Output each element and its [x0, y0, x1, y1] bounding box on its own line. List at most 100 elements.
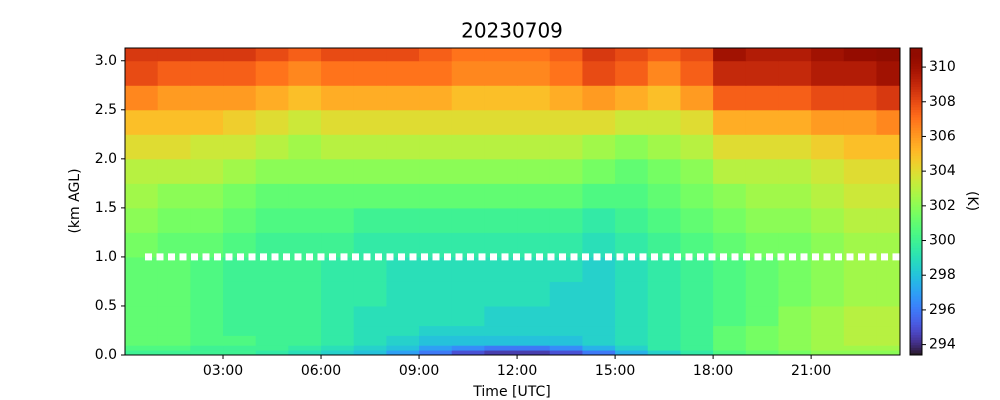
heatmap-cell	[157, 350, 191, 356]
heatmap-cell	[615, 134, 649, 160]
heatmap-cell	[419, 109, 453, 135]
colorbar-cell	[910, 147, 922, 151]
heatmap-cell	[843, 281, 877, 307]
colorbar-cell	[910, 306, 922, 310]
colorbar-cell	[910, 155, 922, 159]
colorbar-cell	[910, 347, 922, 351]
heatmap-cell	[386, 207, 420, 233]
heatmap-cell	[745, 345, 779, 351]
heatmap-cell	[517, 109, 551, 135]
heatmap-cell	[745, 281, 779, 307]
heatmap-cell	[484, 134, 518, 160]
heatmap-cell	[125, 325, 159, 336]
colorbar-cell	[910, 314, 922, 318]
heatmap-cell	[288, 256, 322, 282]
heatmap-cell	[157, 183, 191, 209]
heatmap-cell	[125, 281, 159, 307]
heatmap-cell	[125, 48, 159, 62]
heatmap-cell	[745, 183, 779, 209]
y-tick-label: 0.0	[95, 347, 117, 363]
heatmap-cell	[125, 350, 159, 356]
heatmap-cell	[419, 232, 453, 258]
colorbar-cell	[910, 81, 922, 85]
heatmap-cell	[321, 183, 355, 209]
heatmap-cell	[615, 345, 649, 351]
heatmap-cell	[419, 281, 453, 307]
heatmap-cell	[255, 207, 289, 233]
heatmap-cell	[419, 60, 453, 86]
heatmap-cell	[484, 335, 518, 346]
heatmap-cell	[615, 232, 649, 258]
heatmap-cell	[157, 134, 191, 160]
heatmap-cell	[288, 48, 322, 62]
x-tick-label: 03:00	[203, 363, 243, 379]
heatmap-cell	[745, 335, 779, 346]
colorbar-cell	[910, 109, 922, 113]
colorbar-cell	[910, 293, 922, 297]
heatmap-cell	[582, 60, 616, 86]
heatmap-cell	[255, 232, 289, 258]
heatmap-cell	[288, 325, 322, 336]
colorbar-cell	[910, 104, 922, 108]
colorbar-cell	[910, 78, 922, 82]
colorbar-cell	[910, 349, 922, 353]
heatmap-cell	[386, 109, 420, 135]
heatmap-cell	[451, 345, 485, 351]
heatmap-cell	[223, 305, 257, 327]
heatmap-cell	[680, 281, 714, 307]
colorbar-cell	[910, 55, 922, 59]
heatmap-cell	[125, 335, 159, 346]
heatmap-cell	[843, 325, 877, 336]
colorbar-cell	[910, 117, 922, 121]
heatmap-cell	[451, 183, 485, 209]
colorbar-cell	[910, 152, 922, 156]
heatmap-cell	[157, 48, 191, 62]
heatmap-cell	[778, 335, 812, 346]
heatmap-cell	[255, 350, 289, 356]
heatmap-cell	[157, 256, 191, 282]
heatmap-cell	[680, 60, 714, 86]
y-tick-label: 2.0	[95, 151, 117, 167]
heatmap-cell	[713, 109, 747, 135]
heatmap-cell	[419, 85, 453, 111]
heatmap-cell	[615, 350, 649, 356]
heatmap-cell	[778, 345, 812, 351]
heatmap-cell	[223, 345, 257, 351]
heatmap-cell	[190, 232, 224, 258]
heatmap-cell	[615, 281, 649, 307]
heatmap-cell	[255, 256, 289, 282]
heatmap-cell	[713, 158, 747, 184]
heatmap-cell	[125, 256, 159, 282]
heatmap-cell	[615, 207, 649, 233]
heatmap-cell	[321, 85, 355, 111]
heatmap-cell	[451, 60, 485, 86]
heatmap-cell	[647, 134, 681, 160]
heatmap-cell	[647, 281, 681, 307]
heatmap-cell	[615, 256, 649, 282]
heatmap-cell	[811, 183, 845, 209]
heatmap-cell	[419, 345, 453, 351]
chart-title: 20230709	[461, 19, 563, 43]
heatmap-cell	[419, 134, 453, 160]
heatmap-cell	[419, 183, 453, 209]
colorbar-cell	[910, 339, 922, 343]
colorbar-cell	[910, 111, 922, 116]
heatmap-cell	[615, 158, 649, 184]
heatmap-cell	[288, 183, 322, 209]
heatmap-cell	[713, 325, 747, 336]
colorbar-cell	[910, 288, 922, 292]
heatmap-cell	[549, 325, 583, 336]
heatmap-cell	[255, 325, 289, 336]
heatmap-cell	[353, 60, 387, 86]
heatmap-cell	[647, 345, 681, 351]
heatmap-cell	[223, 232, 257, 258]
x-tick-label: 09:00	[399, 363, 439, 379]
heatmap-cell	[647, 183, 681, 209]
heatmap-cell	[419, 350, 453, 356]
heatmap-cell	[157, 305, 191, 327]
colorbar-cell	[910, 71, 922, 75]
heatmap-cell	[843, 134, 877, 160]
heatmap-cell	[288, 158, 322, 184]
heatmap-cell	[876, 350, 901, 356]
heatmap-cell	[680, 134, 714, 160]
